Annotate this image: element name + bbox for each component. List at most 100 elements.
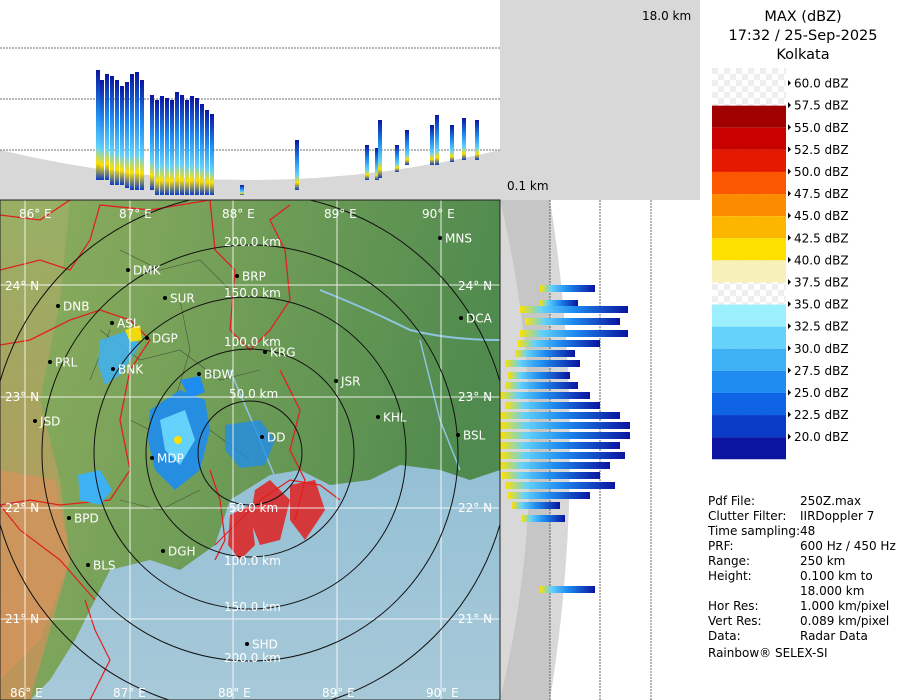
- lat-label-22-right: 22° N: [458, 501, 492, 515]
- legend-swatch: [712, 437, 786, 460]
- xsection-bar: [130, 74, 134, 190]
- legend-tick: [788, 433, 791, 440]
- info-key: Clutter Filter:: [708, 509, 787, 523]
- info-key: Height:: [708, 569, 752, 583]
- legend-tick: [788, 234, 791, 241]
- xsection-bar: [295, 140, 299, 190]
- xsection-bar: [540, 300, 578, 307]
- station-prl: PRL: [48, 356, 78, 370]
- xsection-bar: [125, 82, 129, 188]
- precip-echoes: [78, 325, 275, 505]
- legend-swatch: [712, 326, 786, 349]
- xsection-bar: [200, 104, 204, 195]
- xsection-bar: [500, 432, 630, 439]
- station-label: ASL: [117, 317, 140, 331]
- xsection-bar: [500, 462, 610, 469]
- xsection-bar: [515, 350, 575, 357]
- legend-label: 30.0 dBZ: [794, 342, 849, 356]
- info-value: 600 Hz / 450 Hz: [800, 539, 896, 553]
- legend-label: 47.5 dBZ: [794, 187, 849, 201]
- xsection-bar: [160, 96, 164, 195]
- xsection-bar: [110, 76, 114, 185]
- xsection-bar: [395, 145, 399, 172]
- xsection-bar: [518, 340, 600, 347]
- xsection-bar: [475, 120, 479, 160]
- xsection-bar: [140, 80, 144, 190]
- legend-tick: [788, 301, 791, 308]
- lon-label-87-bottom: 87° E: [113, 686, 146, 700]
- station-label: BRP: [242, 270, 266, 284]
- station-bdw: BDW: [197, 368, 233, 382]
- legend-swatch: [712, 392, 786, 416]
- legend-swatch: [712, 216, 786, 239]
- xsection-bar: [120, 86, 124, 185]
- station-label: KRG: [270, 346, 296, 360]
- legend-swatch: [712, 415, 786, 438]
- station-label: DMK: [133, 264, 162, 278]
- ring-label-150-north: 150.0 km: [224, 286, 281, 300]
- xsection-bar: [155, 100, 159, 195]
- ring-label-200-south: 200.0 km: [224, 651, 281, 665]
- legend-tick: [788, 190, 791, 197]
- legend-label: 42.5 dBZ: [794, 231, 849, 245]
- info-value: 250 km: [800, 554, 846, 568]
- legend-tick: [788, 367, 791, 374]
- lat-label-24-right: 24° N: [458, 279, 492, 293]
- xsection-bar: [500, 392, 590, 399]
- legend-label: 50.0 dBZ: [794, 165, 849, 179]
- xsection-bar: [525, 318, 620, 325]
- info-value: Radar Data: [800, 629, 868, 643]
- info-value: 1.000 km/pixel: [800, 599, 890, 613]
- info-row: Data: Radar Data: [708, 629, 896, 644]
- xsection-bar: [505, 382, 578, 389]
- legend-tick: [788, 411, 791, 418]
- lon-label-87-top: 87° E: [119, 207, 152, 221]
- legend-tick: [788, 124, 791, 131]
- xsection-bar: [190, 96, 194, 195]
- legend-label: 60.0 dBZ: [794, 77, 849, 91]
- info-key: Time sampling:: [708, 524, 801, 538]
- info-row: Pdf File: 250Z.max: [708, 494, 896, 509]
- ring-label-100-south: 100.0 km: [224, 554, 281, 568]
- legend-label: 37.5 dBZ: [794, 275, 849, 289]
- legend-swatch: [712, 149, 786, 172]
- info-key: Vert Res:: [708, 614, 762, 628]
- station-dmk: DMK: [126, 264, 162, 278]
- xsection-bar: [435, 115, 439, 165]
- station-label: KHL: [383, 411, 407, 425]
- xsection-bar: [170, 100, 174, 195]
- legend-tick: [788, 345, 791, 352]
- station-krg: KRG: [263, 346, 296, 360]
- xsection-bar: [540, 586, 595, 593]
- info-key: Data:: [708, 629, 741, 643]
- station-mns: MNS: [438, 232, 472, 246]
- timestamp: 17:32 / 25-Sep-2025: [728, 28, 878, 44]
- legend-swatch: [712, 304, 786, 327]
- ring-label-200-north: 200.0 km: [224, 235, 281, 249]
- station-sur: SUR: [163, 292, 195, 306]
- legend-swatch: [712, 105, 786, 128]
- legend-tick: [788, 389, 791, 396]
- legend-tick: [788, 80, 791, 87]
- legend-swatch: [712, 238, 786, 261]
- station-dgp: DGP: [145, 332, 178, 346]
- xsection-bar: [500, 422, 630, 429]
- legend-label: 40.0 dBZ: [794, 253, 849, 267]
- station-label: JSR: [340, 375, 361, 389]
- info-value: 250Z.max: [800, 494, 862, 508]
- xsection-bar: [375, 148, 379, 180]
- info-key: Pdf File:: [708, 494, 756, 508]
- xsection-bar: [520, 330, 628, 337]
- station-dca: DCA: [459, 312, 493, 326]
- lon-label-90-top: 90° E: [422, 207, 455, 221]
- info-key: PRF:: [708, 539, 734, 553]
- ring-label-150-south: 150.0 km: [224, 600, 281, 614]
- xsection-bar: [185, 100, 189, 195]
- info-row: Range: 250 km: [708, 554, 896, 569]
- xsection-bar: [165, 98, 169, 195]
- station-label: SUR: [170, 292, 195, 306]
- ring-label-100-north: 100.0 km: [224, 335, 281, 349]
- xsection-bar: [405, 130, 409, 165]
- xsection-bar: [115, 80, 119, 185]
- legend-tick: [788, 323, 791, 330]
